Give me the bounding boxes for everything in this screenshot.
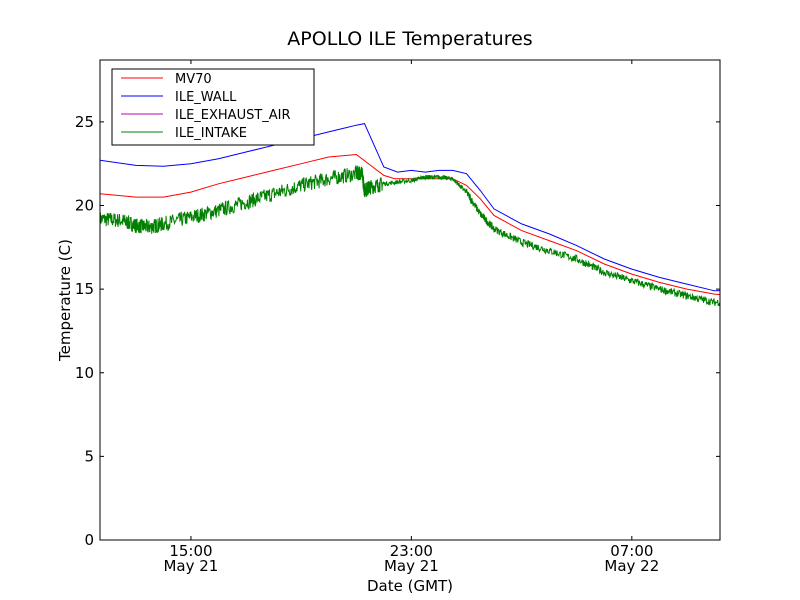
legend-label: ILE_INTAKE <box>175 126 247 141</box>
plot-frame <box>99 59 721 541</box>
x-tick-label-time: 23:00 <box>390 542 433 560</box>
legend: MV70 ILE_WALL ILE_EXHAUST_AIR ILE_INTAKE <box>111 68 315 146</box>
legend-label: ILE_EXHAUST_AIR <box>175 108 291 123</box>
y-tick-label: 5 <box>84 447 94 465</box>
y-axis-label: Temperature (C) <box>56 239 74 362</box>
y-tick-label: 10 <box>75 364 94 382</box>
y-tick-label: 25 <box>75 113 94 131</box>
legend-label: ILE_WALL <box>175 90 237 105</box>
legend-label: MV70 <box>175 72 212 87</box>
y-tick-label: 15 <box>75 280 94 298</box>
chart-title: APOLLO ILE Temperatures <box>287 28 532 50</box>
x-tick-label-time: 15:00 <box>169 542 212 560</box>
series-line-ile-intake <box>100 164 720 307</box>
legend-box <box>111 68 315 146</box>
y-tick-label: 0 <box>84 531 94 549</box>
x-tick-label-date: May 21 <box>163 557 218 575</box>
x-axis-label: Date (GMT) <box>367 577 453 595</box>
x-tick-label-time: 07:00 <box>610 542 653 560</box>
y-tick-label: 20 <box>75 197 94 215</box>
series-line-mv70 <box>100 153 720 296</box>
x-tick-label-date: May 22 <box>604 557 659 575</box>
x-tick-label-date: May 21 <box>384 557 439 575</box>
